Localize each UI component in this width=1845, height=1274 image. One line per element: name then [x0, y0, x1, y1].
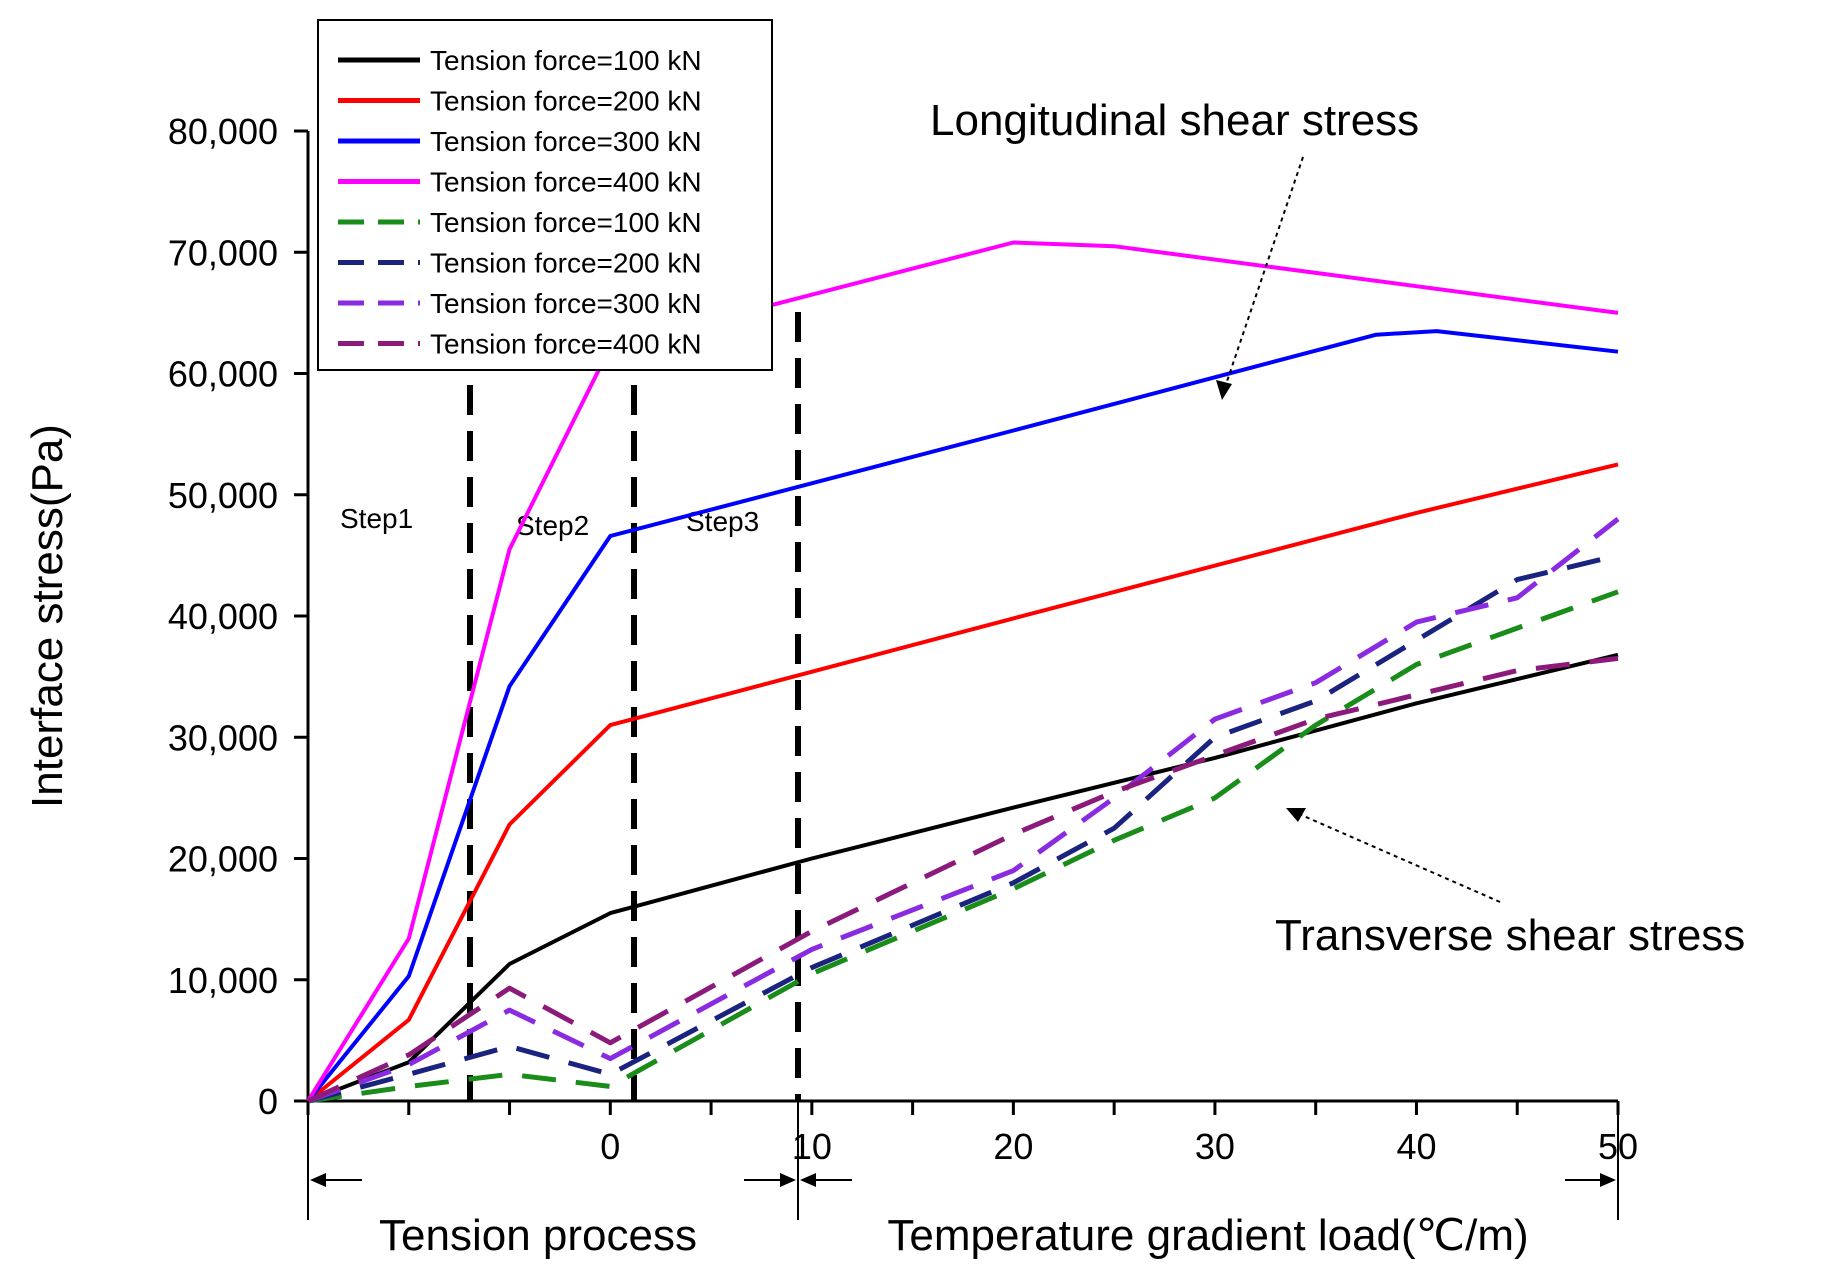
x-tick-label: 20 [993, 1126, 1033, 1167]
legend-label: Tension force=300 kN [430, 126, 702, 157]
x-section-label-temperature: Temperature gradient load(℃/m) [887, 1211, 1528, 1260]
x-tick-label: 0 [600, 1126, 620, 1167]
series-line-longitudinal-400kn [306, 240, 1619, 1103]
annotation-transverse-pointer [1289, 809, 1501, 903]
y-tick-label: 10,000 [168, 960, 278, 1001]
legend-label: Tension force=200 kN [430, 248, 702, 279]
temperature-arrowhead-right [1600, 1173, 1616, 1187]
annotation-longitudinal-arrowhead [1216, 380, 1232, 400]
step-label-1: Step1 [340, 503, 413, 534]
annotation-longitudinal: Longitudinal shear stress [930, 96, 1419, 145]
series-line-transverse-300kn [307, 517, 1620, 1104]
legend-label: Tension force=300 kN [430, 288, 702, 319]
series-line-transverse-200kn [307, 552, 1619, 1104]
legend-label: Tension force=400 kN [430, 329, 702, 360]
series-line-transverse-400kn [306, 655, 1619, 1104]
y-axis-label: Interface stress(Pa) [23, 424, 72, 808]
tension-arrowhead-left [310, 1173, 326, 1187]
y-tick-label: 50,000 [168, 475, 278, 516]
annotation-transverse-arrowhead [1286, 808, 1306, 822]
y-tick-label: 60,000 [168, 354, 278, 395]
series-layer [306, 240, 1620, 1104]
legend-label: Tension force=400 kN [430, 167, 702, 198]
annotation-transverse: Transverse shear stress [1275, 911, 1745, 960]
series-line-longitudinal-200kn [306, 462, 1619, 1103]
series-line-transverse-100kn [307, 589, 1619, 1104]
x-section-label-tension: Tension process [379, 1211, 697, 1260]
tension-arrowhead-right [780, 1173, 796, 1187]
x-ticks: 0 10 20 30 40 50 [306, 1101, 1638, 1167]
y-tick-label: 20,000 [168, 839, 278, 880]
y-tick-label: 30,000 [168, 717, 278, 758]
x-tick-label: 40 [1396, 1126, 1436, 1167]
x-tick-label: 30 [1195, 1126, 1235, 1167]
legend-box [317, 19, 773, 371]
legend-label: Tension force=100 kN [430, 45, 702, 76]
legend-label: Tension force=200 kN [430, 86, 702, 117]
y-ticks: 0 10,000 20,000 30,000 40,000 50,000 60,000 70,… [168, 111, 308, 1122]
legend-label: Tension force=100 kN [430, 207, 702, 238]
y-tick-label: 40,000 [168, 596, 278, 637]
annotation-longitudinal-pointer [1221, 156, 1304, 397]
legend: Tension force=100 kN Tension force=200 kN… [317, 19, 773, 371]
y-tick-label: 70,000 [168, 232, 278, 273]
series-line-longitudinal-100kn [307, 652, 1619, 1103]
y-tick-label: 0 [258, 1081, 278, 1122]
series-line-longitudinal-300kn [306, 329, 1619, 1103]
temperature-arrowhead-left [800, 1173, 816, 1187]
y-tick-label: 80,000 [168, 111, 278, 152]
step-label-3: Step3 [686, 506, 759, 537]
